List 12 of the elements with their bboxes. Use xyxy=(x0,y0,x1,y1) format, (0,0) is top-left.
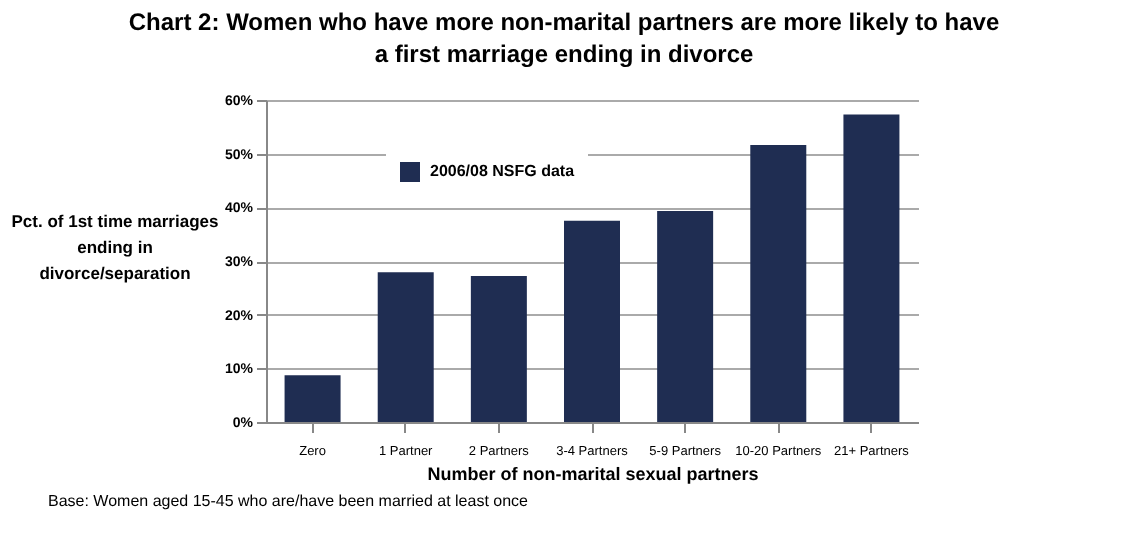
text: Base: Women aged 15-45 who are/have been married at least once xyxy=(48,492,528,510)
x-axis-title: Number of non-marital sexual partners xyxy=(427,464,759,484)
bar xyxy=(377,272,434,422)
bar xyxy=(470,276,527,422)
bar xyxy=(284,375,341,422)
bar xyxy=(657,211,714,422)
bar xyxy=(843,114,900,422)
legend-label: 2006/08 NSFG data xyxy=(430,162,576,180)
bar xyxy=(564,220,620,422)
bar xyxy=(750,145,807,422)
y-axis-title: Pct. of 1st time marriages ending in divorce/separation xyxy=(11,211,219,283)
chart-title: Chart 2: Women who have more non-marital partners are more likely to have a first marriage ending in divorce xyxy=(128,8,1000,68)
